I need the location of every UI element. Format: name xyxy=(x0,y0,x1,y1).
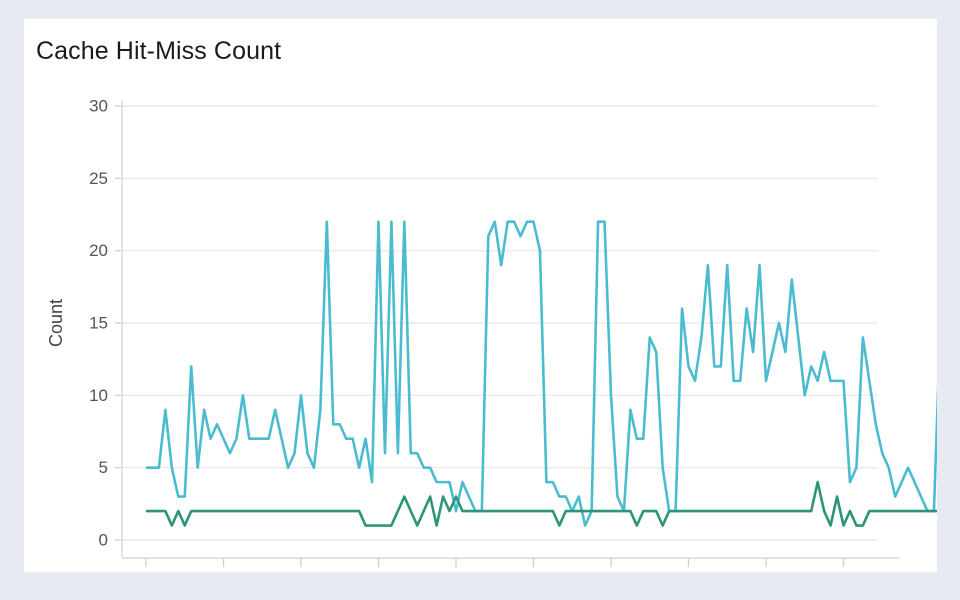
x-axis-tick-label: 05:00 xyxy=(512,570,555,572)
x-axis-tick-label: 06:00 xyxy=(590,570,633,572)
y-axis-title: Count xyxy=(46,299,66,347)
x-axis-tick-label: 01:00 xyxy=(202,570,245,572)
y-axis-tick-label: 10 xyxy=(89,386,108,405)
y-axis-tick-label: 5 xyxy=(99,458,108,477)
line-chart-svg[interactable]: 0 5 10 15 20 25 30 00:00 01:00 02:00 03:00 04:00 05:… xyxy=(24,19,937,572)
series-line-cache-miss xyxy=(146,480,937,527)
x-axis-tick-label: 08:00 xyxy=(745,570,788,572)
y-axis-tick-label: 20 xyxy=(89,241,108,260)
series-line-cache-hit xyxy=(146,220,937,527)
x-axis-tick-label: 00:00 xyxy=(125,570,168,572)
chart-plot-area[interactable]: 0 5 10 15 20 25 30 00:00 01:00 02:00 03:00 04:00 05:… xyxy=(24,19,937,572)
y-axis-tick-label: 25 xyxy=(89,169,108,188)
x-axis-tick-label: 02:00 xyxy=(280,570,323,572)
chart-title: Cache Hit-Miss Count xyxy=(36,37,282,65)
x-axis-tick-label: 07:00 xyxy=(667,570,710,572)
x-axis-tick-label: 09:00 xyxy=(822,570,865,572)
y-axis-tick-label: 0 xyxy=(99,530,108,549)
chart-card: Cache Hit-Miss Count 0 5 10 15 20 25 30 00:00 01… xyxy=(24,19,937,572)
y-axis-tick-label: 30 xyxy=(89,96,108,115)
x-axis-tick-label: 04:00 xyxy=(435,570,478,572)
y-axis-tick-label: 15 xyxy=(89,313,108,332)
x-axis-tick-label: 03:00 xyxy=(357,570,400,572)
